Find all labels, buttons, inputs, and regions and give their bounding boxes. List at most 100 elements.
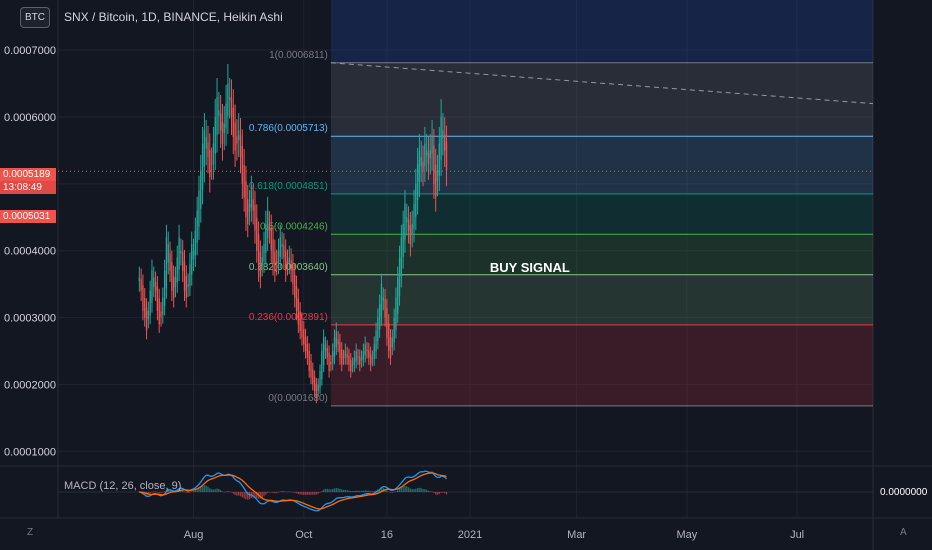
candle-body [360,357,363,361]
candle-body [378,304,381,330]
y-tick-label: 0.0001000 [4,446,56,458]
macd-histogram-bar [201,486,204,492]
currency-badge[interactable]: BTC [20,7,50,28]
candle-body [247,199,249,224]
macd-histogram-bar [187,492,189,493]
macd-histogram-bar [424,489,426,492]
macd-histogram-bar [357,490,359,492]
macd-histogram-bar [297,492,300,495]
zoom-button[interactable]: Z [27,527,34,538]
macd-histogram-bar [321,491,323,492]
macd-histogram-bar [292,492,294,493]
macd-histogram-bar [281,491,283,492]
candle-body [169,253,171,271]
macd-histogram-bar [256,492,258,499]
macd-histogram-bar [411,489,413,492]
macd-label: MACD (12, 26, close, 9) [64,480,182,492]
candle-body [216,96,218,136]
macd-histogram-bar [420,488,422,492]
candle-body [295,286,298,311]
candle-body [339,341,341,358]
candle-body [348,355,350,365]
candle-body [332,351,334,364]
fib-zone [330,324,873,406]
auto-scale-button[interactable]: A [900,527,907,538]
candle-body [286,261,289,265]
candle-body [198,190,200,227]
macd-histogram-bar [415,488,417,492]
candle-body [201,143,204,190]
macd-histogram-bar [369,491,372,492]
candle-body [427,152,430,164]
x-tick-label: 16 [381,529,393,541]
macd-histogram-bar [223,491,225,493]
candle-body [375,330,377,352]
macd-histogram-bar [200,487,202,492]
candle-body [418,150,421,183]
candle-body [147,310,150,320]
candle-body [165,237,168,289]
macd-histogram-bar [375,490,377,492]
macd-histogram-bar [245,492,247,500]
candle-body [270,227,272,251]
macd-histogram-bar [263,492,265,497]
fib-level-label: 0.236(0.0002891) [249,312,328,323]
macd-histogram-bar [409,488,412,492]
macd-histogram-bar [333,488,336,492]
candle-body [238,130,240,141]
candle-body [290,260,292,271]
macd-histogram-bar [433,492,435,494]
macd-histogram-bar [378,488,381,492]
macd-histogram-bar [286,491,289,493]
macd-histogram-bar [192,491,195,492]
macd-histogram-bar [158,492,160,493]
candle-body [436,170,439,182]
candle-body [180,250,182,254]
fib-level-label: 0(0.0001680) [268,393,328,404]
macd-histogram-bar [228,491,231,492]
macd-histogram-bar [234,492,236,496]
macd-histogram-bar [270,492,272,493]
macd-histogram-bar [427,490,430,492]
macd-histogram-bar [219,490,222,492]
candle-body [435,164,437,198]
macd-histogram-bar [191,491,193,492]
candle-body [438,143,440,176]
macd-histogram-bar [407,487,410,492]
macd-histogram-bar [162,492,164,493]
candle-body [415,183,417,217]
candle-body [274,251,276,271]
candle-body [174,277,177,287]
macd-histogram-bar [279,491,281,493]
macd-histogram-bar [221,491,224,492]
macd-histogram-bar [207,486,209,492]
macd-histogram-bar [344,489,347,492]
macd-histogram-bar [366,490,368,492]
macd-histogram-bar [348,490,350,492]
candle-body [192,250,195,260]
candle-body [275,261,278,265]
candle-body [250,190,253,208]
candle-body [194,230,197,256]
candle-body [160,311,162,318]
candle-body [241,146,244,184]
macd-histogram-bar [303,492,305,495]
macd-histogram-bar [391,492,393,493]
x-tick-label: 2021 [458,529,482,541]
candle-body [259,252,262,278]
candle-body [445,142,448,171]
candle-body [333,337,336,358]
macd-histogram-bar [315,492,318,495]
fib-zone [330,62,873,137]
macd-histogram-bar [247,492,249,500]
candle-body [145,307,148,331]
candle-body [388,322,390,352]
x-tick-label: Oct [295,529,312,541]
candle-body [341,349,343,365]
macd-histogram-bar [337,488,339,492]
candle-body [335,330,337,348]
candle-body [212,143,215,164]
candle-body [422,161,424,171]
fib-zone [330,274,873,325]
